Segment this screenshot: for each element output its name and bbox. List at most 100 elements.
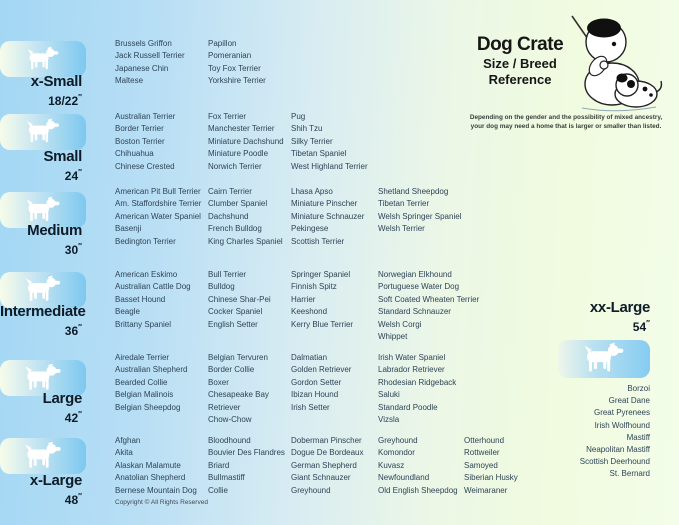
pug-silhouette-icon <box>22 118 64 146</box>
size-label-x-small: x-Small 18/22″ <box>0 74 83 109</box>
breed-name: Boxer <box>208 377 229 387</box>
breed-name: Australian Shepherd <box>115 365 188 375</box>
breed-name: Border Terrier <box>115 124 164 134</box>
breed-name: German Shepherd <box>291 460 357 470</box>
breed-name: Great Dane <box>608 396 650 406</box>
breed-name: Shetland Sheepdog <box>378 187 449 196</box>
breed-name: Pomeranian <box>208 51 252 61</box>
breed-name: Harrier <box>291 294 316 304</box>
inch-mark: ″ <box>78 168 82 177</box>
size-dimension-value: 48 <box>64 493 79 507</box>
size-box-intermediate <box>0 272 86 308</box>
size-name: Intermediate <box>0 303 86 320</box>
breed-name: Springer Spaniel <box>291 270 351 279</box>
breed-name: Bull Terrier <box>208 270 247 279</box>
breed-column: Lhasa Apso Miniature Pinscher Miniature Sc… <box>291 186 364 248</box>
breed-column: Cairn Terrier Clumber Spaniel Dachshund Fre… <box>208 186 283 248</box>
breed-name: Papillon <box>208 39 237 48</box>
breed-name: Chesapeake Bay Retriever <box>208 390 269 412</box>
breed-column: Fox Terrier Manchester Terrier Miniature D… <box>208 111 284 173</box>
breed-column: American Pit Bull Terrier Am. Staffordshi… <box>115 186 201 248</box>
breed-column: Borzoi Great Dane Great Pyrenees Irish Wolf… <box>580 383 650 481</box>
breed-name: Akita <box>115 448 133 458</box>
breed-name: Gordon Setter <box>291 377 342 387</box>
size-label-x-large: x-Large 48″ <box>0 473 82 508</box>
breed-name: Toy Fox Terrier <box>208 63 261 73</box>
breed-name: Newfoundland <box>378 473 430 483</box>
breed-name: Australian Terrier <box>115 112 176 121</box>
breed-name: Rottweiler <box>464 448 500 458</box>
breed-name: Belgian Malinois <box>115 390 174 400</box>
breed-column: Belgian Tervuren Border Collie Boxer Chesap… <box>208 352 286 426</box>
breed-name: Golden Retriever <box>291 365 352 375</box>
breed-name: Chinese Shar-Pei <box>208 294 271 304</box>
copyright-notice: Copyright © All Rights Reserved <box>115 499 208 506</box>
breed-name: Mastiff <box>626 432 650 442</box>
size-dimension-value: 36 <box>64 324 79 338</box>
breed-column: Airedale Terrier Australian Shepherd Beard… <box>115 352 188 414</box>
breed-name: Kuvasz <box>378 460 405 470</box>
breed-name: Bearded Collie <box>115 377 168 387</box>
size-dimension-value: 42 <box>64 411 79 425</box>
breed-column: Bloodhound Bouvier Des Flandres Briard Bull… <box>208 435 285 497</box>
inch-mark: ″ <box>78 492 82 501</box>
breed-name: Irish Wolfhound <box>594 420 650 430</box>
page-subtitle-line2: Reference <box>488 72 552 87</box>
breed-column: Afghan Akita Alaskan Malamute Anatolian She… <box>115 435 197 497</box>
breed-name: Bedington Terrier <box>115 236 176 246</box>
breed-column: Shetland Sheepdog Tibetan Terrier Welsh Sp… <box>378 186 461 236</box>
akita-silhouette-icon <box>19 441 67 472</box>
breed-name: Otterhound <box>464 436 505 445</box>
breed-name: American Water Spaniel <box>115 211 201 221</box>
breed-name: St. Bernard <box>609 469 650 479</box>
terrier-silhouette-icon <box>21 196 65 225</box>
breed-name: Miniature Schnauzer <box>291 211 365 221</box>
breed-name: Boston Terrier <box>115 136 165 146</box>
breed-column: Irish Water Spaniel Labrador Retriever Rho… <box>378 352 456 426</box>
breed-name: Dogue De Bordeaux <box>291 448 364 458</box>
breed-name: Brussels Griffon <box>115 39 172 48</box>
breed-name: Jack Russell Terrier <box>115 51 185 61</box>
breed-name: Standard Schnauzer <box>378 307 451 317</box>
breed-name: Yorkshire Terrier <box>208 76 266 86</box>
breed-name: Cocker Spaniel <box>208 307 263 317</box>
size-dimension: 42″ <box>0 407 82 426</box>
breed-name: Miniature Dachshund <box>208 136 284 146</box>
breed-name: Borzoi <box>627 384 650 393</box>
breed-name: Norwich Terrier <box>208 161 262 171</box>
breed-name: Tibetan Spaniel <box>291 149 347 159</box>
breed-name: Collie <box>208 485 229 495</box>
breed-column: American Eskimo Australian Cattle Dog Bass… <box>115 269 191 331</box>
size-name: xx-Large <box>589 299 650 316</box>
breed-name: Ibizan Hound <box>291 390 339 400</box>
breed-name: Australian Cattle Dog <box>115 282 191 292</box>
breed-name: English Setter <box>208 319 258 329</box>
breed-name: Shih Tzu <box>291 124 323 134</box>
breed-name: Welsh Springer Spaniel <box>378 211 462 221</box>
breed-column: Pug Shih Tzu Silky Terrier Tibetan Spaniel W… <box>291 111 368 173</box>
inch-mark: ″ <box>78 93 82 102</box>
size-dimension: 30″ <box>0 239 82 258</box>
size-label-xx-large: xx-Large 54″ <box>590 300 650 335</box>
breed-name: King Charles Spaniel <box>208 236 283 246</box>
size-dimension: 18/22″ <box>0 90 82 109</box>
breed-name: Fox Terrier <box>208 112 247 121</box>
breed-name: Cairn Terrier <box>208 187 252 196</box>
breed-name: Basset Hound <box>115 294 166 304</box>
breed-name: Silky Terrier <box>291 136 333 146</box>
size-dimension-value: 24 <box>64 169 79 183</box>
breed-name: West Highland Terrier <box>291 161 368 171</box>
breed-name: Tibetan Terrier <box>378 199 430 209</box>
breed-name: Miniature Pinscher <box>291 199 358 209</box>
breed-name: Labrador Retriever <box>378 365 445 375</box>
disclaimer-note: Depending on the gender and the possibil… <box>468 113 664 131</box>
breed-name: Whippet <box>378 332 408 342</box>
breed-name: Dachshund <box>208 211 249 221</box>
size-dimension-value: 54 <box>632 320 647 334</box>
breed-name: Miniature Poodle <box>208 149 269 159</box>
great-dane-silhouette-icon <box>578 342 630 376</box>
breed-column: Brussels Griffon Jack Russell Terrier Japa… <box>115 38 185 88</box>
breed-name: Basenji <box>115 224 142 234</box>
breed-name: Maltese <box>115 76 144 86</box>
